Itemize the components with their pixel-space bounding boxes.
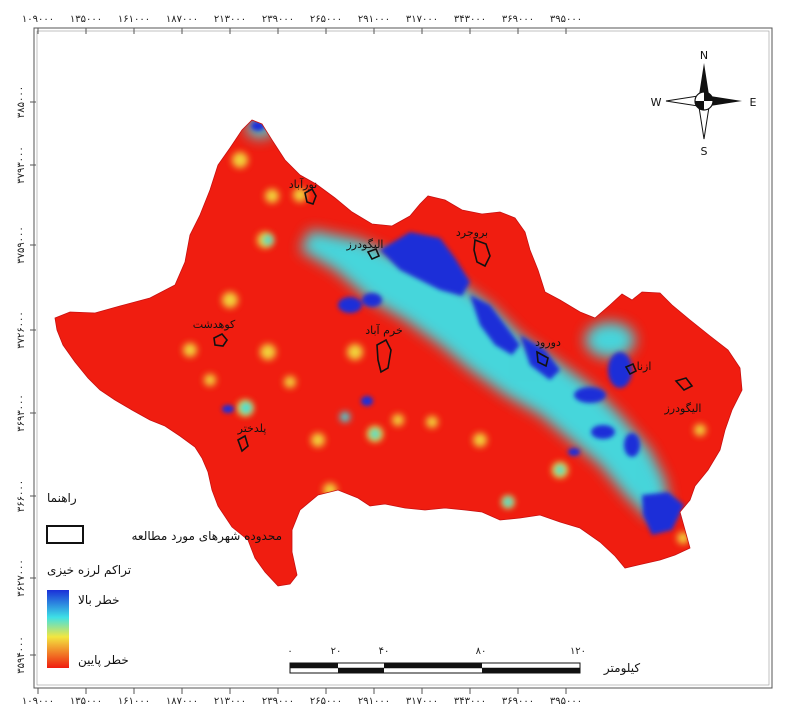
y-tick-label: ۳۶۶۰۰۰ [16,480,27,512]
x-tick-label: ۳۱۷۰۰۰ [406,14,438,25]
city-label: الیگودرز [345,238,383,251]
x-tick-label: ۲۶۵۰۰۰ [310,14,342,25]
city-label: نورآباد [289,177,317,191]
scale-unit-label: کیلومتر [603,661,640,676]
legend-high-label: خطر بالا [78,593,120,608]
scale-label: ۸۰ [476,646,487,657]
city-label: ازنا [637,360,652,373]
x-tick-label: ۳۴۳۰۰۰ [454,696,486,707]
legend-color-ramp [47,590,69,668]
city-label: خرم آباد [365,323,403,337]
y-tick-label: ۳۸۵۰۰۰ [16,86,27,118]
city-boundary [213,333,228,347]
city-boundary [624,362,638,376]
x-axis-ticks-top: ۱۰۹۰۰۰ ۱۳۵۰۰۰ ۱۶۱۰۰۰ ۱۸۷۰۰۰ ۲۱۳۰۰۰ ۲۳۹۰۰… [22,14,582,25]
compass-north-label: N [700,49,708,62]
city-label: الیگودرز [663,402,701,415]
x-tick-label: ۳۹۵۰۰۰ [550,14,582,25]
city-boundary [536,350,549,368]
x-tick-label: ۳۶۹۰۰۰ [502,14,534,25]
compass-east-label: E [750,96,757,109]
city-boundary [376,338,392,374]
y-axis-ticks: ۳۸۵۰۰۰ ۳۷۹۳۰۰۰ ۳۷۵۹۰۰۰ ۳۷۲۶۰۰۰ ۳۶۹۳۰۰۰ ۳… [16,86,27,674]
scale-label: ۴۰ [379,646,390,657]
x-tick-label: ۳۶۹۰۰۰ [502,696,534,707]
compass-west-label: W [651,96,662,109]
city-boundaries [213,187,694,453]
x-tick-label: ۱۶۱۰۰۰ [118,696,150,707]
x-tick-label: ۱۰۹۰۰۰ [22,14,54,25]
scale-label: ۲۰ [331,646,342,657]
y-tick-label: ۳۶۹۳۰۰۰ [16,394,27,432]
x-tick-label: ۲۶۵۰۰۰ [310,696,342,707]
city-labels: نورآباد الیگودرز بروجرد کوهدشت خرم آباد … [193,177,702,435]
y-tick-label: ۳۶۲۷۰۰۰ [16,559,27,597]
city-boundary [366,247,381,261]
x-tick-label: ۳۴۳۰۰۰ [454,14,486,25]
legend-boundary-label: محدوده شهرهای مورد مطالعه [132,529,283,544]
y-tick-label: ۳۷۵۹۰۰۰ [16,226,27,264]
x-tick-label: ۳۱۷۰۰۰ [406,696,438,707]
city-boundary [674,377,694,391]
x-tick-label: ۲۳۹۰۰۰ [262,696,294,707]
x-tick-label: ۲۱۳۰۰۰ [214,696,246,707]
city-label: کوهدشت [193,318,236,331]
city-label: بروجرد [456,226,488,239]
y-tick-label: ۳۵۹۴۰۰۰ [16,636,27,674]
x-tick-label: ۱۸۷۰۰۰ [166,14,198,25]
map-legend: راهنما محدوده شهرهای مورد مطالعه تراکم ل… [46,491,283,668]
y-tick-label: ۳۷۹۳۰۰۰ [16,146,27,184]
city-boundary [473,238,491,268]
scale-label: ۰ [287,646,292,657]
scale-label: ۱۲۰ [570,646,586,657]
legend-density-title: تراکم لرزه خیزی [47,563,131,578]
legend-low-label: خطر پایین [78,653,129,668]
province-outline [54,119,743,587]
y-tick-label: ۳۷۲۶۰۰۰ [16,311,27,349]
legend-title: راهنما [47,491,77,506]
x-tick-label: ۱۶۱۰۰۰ [118,14,150,25]
city-label: دورود [535,336,561,349]
x-tick-label: ۱۳۵۰۰۰ [70,14,102,25]
scale-bar: ۰ ۲۰ ۴۰ ۸۰ ۱۲۰ کیلومتر [287,646,640,676]
city-boundary [304,187,317,206]
city-label: پلدختر [237,422,267,435]
x-tick-label: ۲۹۱۰۰۰ [358,696,390,707]
x-tick-label: ۳۹۵۰۰۰ [550,696,582,707]
city-boundary [237,434,249,453]
north-arrow-compass: N S E W [651,49,757,158]
legend-boundary-swatch [46,525,84,544]
x-tick-label: ۱۳۵۰۰۰ [70,696,102,707]
x-tick-label: ۲۹۱۰۰۰ [358,14,390,25]
x-tick-label: ۱۰۹۰۰۰ [22,696,54,707]
x-tick-label: ۱۸۷۰۰۰ [166,696,198,707]
x-tick-label: ۲۱۳۰۰۰ [214,14,246,25]
compass-south-label: S [701,145,708,158]
x-axis-ticks-bottom: ۱۰۹۰۰۰ ۱۳۵۰۰۰ ۱۶۱۰۰۰ ۱۸۷۰۰۰ ۲۱۳۰۰۰ ۲۳۹۰۰… [22,696,582,707]
x-tick-label: ۲۳۹۰۰۰ [262,14,294,25]
